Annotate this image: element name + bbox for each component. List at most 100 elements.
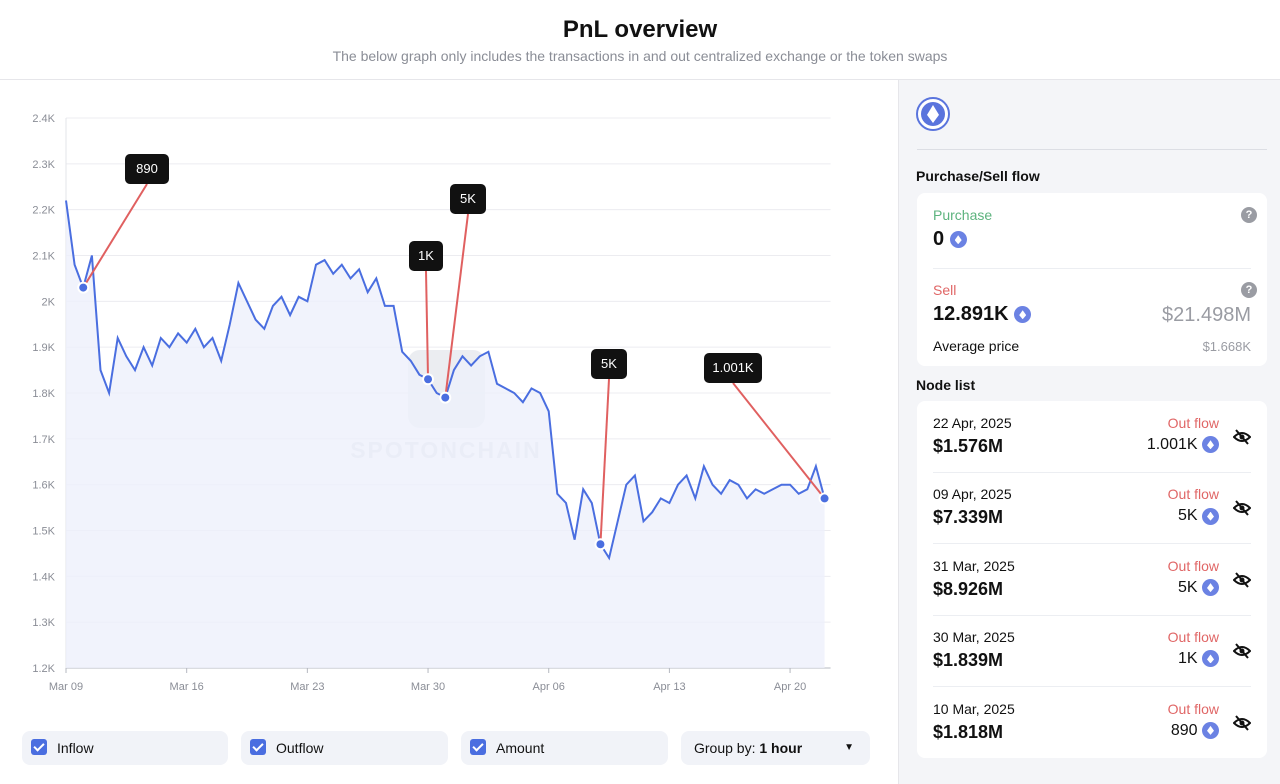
annotation-label: 5K bbox=[601, 356, 617, 371]
hide-toggle[interactable] bbox=[1233, 643, 1251, 659]
checkbox[interactable]: Outflow bbox=[241, 731, 448, 765]
hide-toggle[interactable] bbox=[1233, 500, 1251, 517]
annotation-box bbox=[450, 184, 486, 214]
node-usd: $8.926M bbox=[933, 578, 1004, 599]
node-usd: $1.576M bbox=[933, 436, 1004, 456]
node-item: 10 Mar, 2025 $1.818M Out flow 890 bbox=[933, 687, 1251, 758]
flow-card: Purchase ? 0 Sell ? 12.891K $21.498M Ave… bbox=[917, 193, 1267, 366]
checkbox[interactable]: Amount bbox=[461, 731, 668, 765]
node-usd: $1.839M bbox=[933, 650, 1004, 671]
group-by-dropdown[interactable]: Group by: 1 hour ▼ bbox=[681, 731, 870, 765]
x-tick-label: Apr 20 bbox=[774, 681, 806, 693]
node-amount: 1.001K bbox=[1146, 436, 1198, 453]
page-title: PnL overview bbox=[562, 16, 718, 43]
section-title: Node list bbox=[916, 377, 976, 393]
eth-icon bbox=[1202, 721, 1219, 739]
node-direction: Out flow bbox=[1167, 700, 1219, 717]
checkbox-label: Outflow bbox=[276, 740, 324, 756]
hide-toggle[interactable] bbox=[1233, 714, 1251, 731]
header: PnL overview The below graph only includ… bbox=[0, 0, 1280, 80]
eth-icon bbox=[1202, 436, 1219, 454]
node-item: 30 Mar, 2025 $1.839M Out flow 1K bbox=[933, 615, 1251, 688]
node-item: 09 Apr, 2025 $7.339M Out flow 5K bbox=[933, 472, 1251, 545]
node-amount: 1K bbox=[1177, 650, 1198, 668]
y-tick-label: 2.4K bbox=[32, 113, 55, 125]
purchase-label: Purchase bbox=[933, 207, 993, 223]
node-marker bbox=[422, 373, 435, 386]
token-icon bbox=[916, 97, 950, 131]
eth-icon bbox=[1014, 306, 1032, 324]
x-tick-label: Apr 13 bbox=[653, 681, 685, 693]
y-tick-label: 2.3K bbox=[32, 159, 55, 171]
hide-toggle[interactable] bbox=[1233, 572, 1251, 588]
help-icon[interactable]: ? bbox=[1241, 282, 1257, 298]
chart: 1.2K 1.3K 1.4K 1.5K 1.6K 1.7K 1.8K 1.9K 2K 2.1K 2.… bbox=[32, 113, 831, 693]
node-date: 22 Apr, 2025 bbox=[933, 415, 1012, 431]
y-tick-label: 2.1K bbox=[32, 251, 55, 263]
dropdown-value: 1 hour bbox=[759, 740, 803, 756]
node-direction: Out flow bbox=[1167, 557, 1219, 574]
side-panel: Purchase/Sell flow Purchase ? 0 Sell ? 1… bbox=[898, 80, 1280, 784]
x-tick-label: Apr 06 bbox=[533, 681, 565, 693]
checkbox-label: Amount bbox=[496, 740, 545, 756]
node-usd: $7.339M bbox=[933, 507, 1004, 528]
y-tick-label: 1.9K bbox=[32, 342, 55, 354]
avg-label: Average price bbox=[933, 338, 1020, 354]
node-list: 22 Apr, 2025 $1.576M Out flow 1.001K 09 Apr… bbox=[917, 401, 1267, 758]
eth-icon bbox=[949, 231, 967, 249]
dropdown-arrow: ▼ bbox=[844, 742, 854, 753]
node-amount: 890 bbox=[1170, 721, 1198, 739]
annotation-box bbox=[125, 154, 169, 184]
annotation-connector bbox=[732, 382, 826, 500]
y-tick-label: 1.3K bbox=[32, 617, 55, 629]
sell-usd: $21.498M bbox=[1162, 304, 1251, 326]
annotation-label: 890 bbox=[136, 161, 158, 176]
annotation-label: 5K bbox=[460, 191, 476, 206]
y-tick-label: 1.4K bbox=[32, 571, 55, 583]
x-tick-label: Mar 23 bbox=[290, 681, 324, 693]
node-direction: Out flow bbox=[1167, 629, 1219, 646]
annotation-box bbox=[591, 349, 627, 379]
eth-icon bbox=[1202, 507, 1219, 525]
annotation-box bbox=[409, 241, 443, 271]
avg-value: $1.668K bbox=[1202, 339, 1251, 354]
y-tick-label: 1.5K bbox=[32, 526, 55, 538]
checkbox[interactable]: Inflow bbox=[22, 731, 228, 765]
node-amount: 5K bbox=[1177, 507, 1198, 525]
checkbox-label: Inflow bbox=[57, 740, 94, 756]
divider bbox=[933, 268, 1251, 269]
node-direction: Out flow bbox=[1167, 415, 1219, 431]
sell-value: 12.891K bbox=[933, 303, 1009, 325]
annotation-connector bbox=[82, 183, 148, 289]
y-tick-label: 1.8K bbox=[32, 388, 55, 400]
page-subtitle: The below graph only includes the transa… bbox=[332, 48, 948, 64]
x-tick-label: Mar 16 bbox=[170, 681, 204, 693]
help-icon[interactable]: ? bbox=[1241, 207, 1257, 223]
annotation-connector bbox=[444, 213, 469, 398]
eth-icon bbox=[1202, 650, 1219, 668]
eth-icon bbox=[1202, 579, 1219, 597]
x-tick-label: Mar 30 bbox=[411, 681, 445, 693]
annotation-label: 1K bbox=[418, 248, 434, 263]
node-item: 22 Apr, 2025 $1.576M Out flow 1.001K bbox=[933, 401, 1251, 473]
hide-toggle[interactable] bbox=[1233, 429, 1251, 445]
node-marker bbox=[818, 492, 831, 505]
node-date: 31 Mar, 2025 bbox=[933, 557, 1015, 574]
section-title: Purchase/Sell flow bbox=[916, 168, 1040, 184]
annotation-label: 1.001K bbox=[712, 360, 754, 375]
x-tick-label: Mar 09 bbox=[49, 681, 83, 693]
dropdown-label: Group by: bbox=[694, 740, 756, 756]
price-area bbox=[66, 200, 825, 668]
y-tick-label: 1.2K bbox=[32, 663, 55, 675]
node-marker bbox=[439, 391, 452, 404]
y-tick-label: 1.6K bbox=[32, 480, 55, 492]
annotation-connector bbox=[425, 270, 430, 380]
purchase-value: 0 bbox=[933, 228, 945, 250]
node-date: 10 Mar, 2025 bbox=[933, 700, 1015, 717]
node-usd: $1.818M bbox=[933, 721, 1004, 742]
node-amount: 5K bbox=[1177, 578, 1198, 596]
node-date: 09 Apr, 2025 bbox=[933, 486, 1012, 503]
sell-label: Sell bbox=[933, 282, 957, 298]
node-marker bbox=[77, 281, 90, 294]
